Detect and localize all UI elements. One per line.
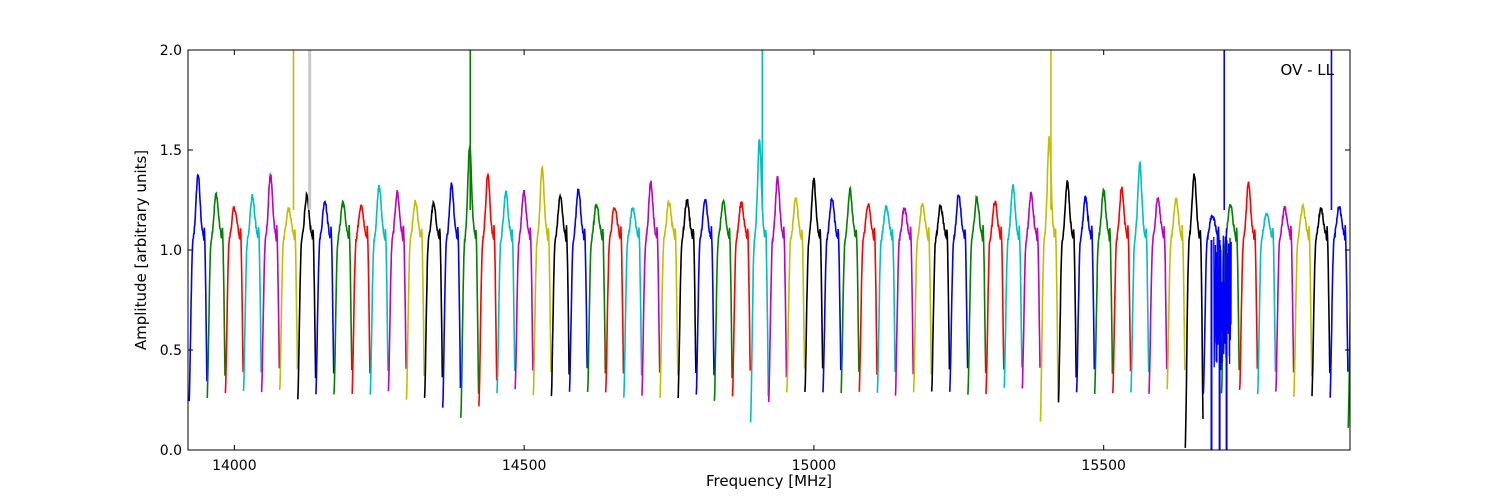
band-17-curve — [478, 172, 498, 407]
band-62-curve — [1293, 202, 1313, 397]
band-9-curve — [333, 199, 353, 395]
band-54-curve — [1148, 196, 1168, 394]
band-25-curve — [623, 207, 643, 398]
y-tick-label: 0.5 — [160, 343, 182, 359]
band-39-curve — [876, 205, 896, 393]
band-30-curve — [713, 198, 733, 401]
x-tick-label: 15000 — [792, 458, 837, 474]
band-24-curve — [604, 206, 625, 393]
y-tick-label: 1.5 — [160, 143, 182, 159]
band-52-curve — [1112, 186, 1132, 394]
band-35-curve — [804, 177, 824, 392]
band-5-curve — [260, 171, 281, 393]
band-61-curve — [1275, 205, 1295, 392]
band-28-curve — [677, 198, 697, 399]
channel-annotation: OV - LL — [1281, 61, 1335, 79]
band-53-curve — [1130, 160, 1150, 393]
tick-layer: 14000 14500 15000 15500 0.0 0.5 1.0 1.5 2.0 — [160, 43, 1350, 474]
band-23-curve — [586, 203, 607, 393]
series-layer — [188, 50, 1350, 450]
band-38-curve — [858, 203, 878, 392]
band-64-curve — [1329, 206, 1349, 398]
rfi-noise-curve — [1213, 228, 1232, 368]
band-2-curve — [206, 191, 226, 399]
band-15-curve — [441, 182, 462, 408]
y-tick-label: 2.0 — [160, 43, 182, 59]
band-49-curve — [1057, 180, 1077, 403]
x-tick-label: 14000 — [212, 458, 257, 474]
band-26-curve — [641, 180, 661, 396]
band-65-curve — [1347, 278, 1350, 428]
band-40-curve — [894, 207, 914, 396]
band-43-curve — [949, 194, 969, 392]
band-31-curve — [731, 201, 751, 397]
band-1-curve — [188, 173, 208, 402]
band-47-curve — [1021, 191, 1041, 389]
band-8-curve — [315, 199, 335, 395]
band-45-curve — [985, 200, 1005, 395]
band-56-curve — [1184, 173, 1204, 448]
band-4-curve — [242, 194, 262, 392]
y-axis-title: Amplitude [arbitrary units] — [132, 150, 150, 350]
band-20-curve — [532, 164, 552, 396]
band-50-curve — [1075, 195, 1096, 393]
x-tick-label: 15500 — [1081, 458, 1126, 474]
band-46-curve — [1003, 184, 1023, 388]
band-33-curve — [767, 175, 788, 403]
band-37-curve — [840, 185, 860, 394]
band-19-curve — [514, 190, 534, 390]
band-41-curve — [912, 202, 933, 393]
band-10-curve — [351, 203, 371, 394]
band-7-curve — [297, 190, 317, 400]
band-13-curve — [405, 199, 425, 400]
band-36-curve — [822, 196, 842, 393]
band-34-curve — [786, 197, 806, 393]
band-51-curve — [1093, 187, 1114, 395]
band-12-curve — [387, 190, 407, 392]
y-tick-label: 1.0 — [160, 243, 182, 259]
band-32-curve — [749, 139, 770, 423]
band-48-curve — [1039, 136, 1059, 422]
y-tick-label: 0.0 — [160, 443, 182, 459]
band-18-curve — [496, 190, 516, 394]
band-44-curve — [967, 194, 987, 395]
x-tick-label: 14500 — [502, 458, 547, 474]
band-63-curve — [1311, 207, 1331, 397]
band-58-curve — [1220, 203, 1240, 394]
band-21-curve — [550, 192, 570, 397]
x-axis-title: Frequency [MHz] — [706, 472, 832, 490]
band-55-curve — [1166, 197, 1186, 390]
band-3-curve — [224, 206, 244, 394]
band-14-curve — [423, 199, 444, 398]
band-60-curve — [1256, 212, 1277, 395]
band-6-curve — [278, 205, 299, 391]
band-27-curve — [659, 198, 679, 398]
band-11-curve — [369, 184, 389, 395]
band-59-curve — [1238, 181, 1259, 390]
band-29-curve — [695, 198, 715, 395]
band-42-curve — [930, 203, 951, 392]
band-22-curve — [568, 188, 588, 392]
